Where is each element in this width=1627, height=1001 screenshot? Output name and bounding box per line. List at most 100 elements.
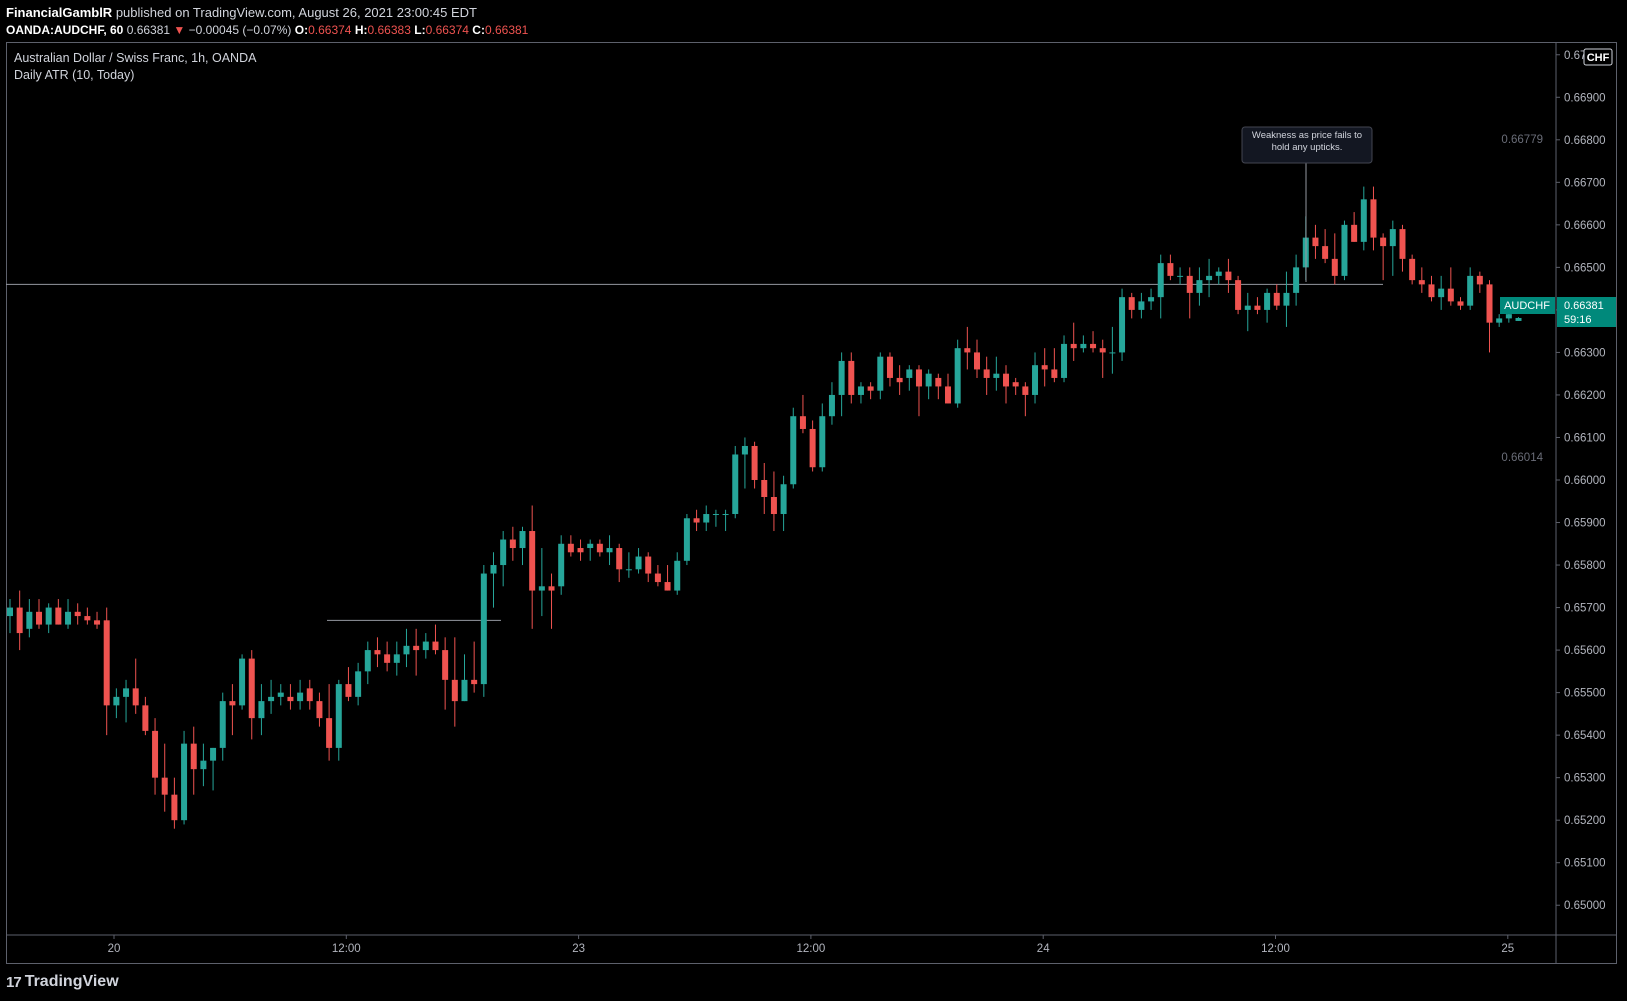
candle-up [587, 543, 594, 549]
candle-down [374, 650, 381, 655]
price-tick-label: 0.66000 [1564, 475, 1606, 487]
author-name[interactable]: FinancialGamblR [6, 5, 113, 20]
candle-up [606, 548, 613, 553]
candle-up [925, 373, 932, 387]
high-label: H: [354, 23, 368, 37]
candle-up [490, 565, 497, 574]
candle-up [258, 701, 265, 719]
candle-down [1099, 348, 1106, 353]
candle-down [1486, 284, 1493, 323]
candle-down [1331, 258, 1338, 276]
atr-lower-label: 0.66014 [1501, 452, 1543, 464]
candle-up [355, 671, 362, 697]
candle-up [1341, 224, 1348, 276]
candle-up [393, 654, 400, 663]
candle-down [1418, 280, 1425, 285]
price-tick-label: 0.66800 [1564, 135, 1606, 147]
candle-down [316, 701, 323, 719]
time-axis[interactable]: 2012:002312:002412:002512:002612:002712:… [108, 935, 1617, 955]
price-tick-label: 0.65400 [1564, 730, 1606, 742]
price-tag-value: 0.66381 [1564, 300, 1604, 312]
price-chart[interactable]: 0.65000 0.65100 0.65200 0.65300 0.65400 0.655… [6, 42, 1617, 964]
candle-up [297, 692, 304, 702]
candle-down [190, 743, 197, 770]
candle-down [442, 650, 449, 680]
candle-down [867, 386, 874, 391]
candle-down [1235, 280, 1242, 310]
price-tick-label: 0.65100 [1564, 858, 1606, 870]
candle-down [287, 696, 294, 702]
price-tick-label: 0.65200 [1564, 815, 1606, 827]
candle-down [1070, 343, 1077, 349]
candle-down [1167, 263, 1174, 276]
candle-down [306, 688, 313, 702]
candle-up [1438, 288, 1445, 298]
candle-down [1447, 288, 1454, 302]
candle-up [993, 373, 1000, 378]
candle-up [181, 743, 188, 821]
candle-down [1012, 382, 1019, 387]
candle-up [239, 658, 246, 706]
candle-up [703, 514, 710, 523]
annotation-callout[interactable]: Weakness as price fails to hold any upti… [1241, 126, 1373, 282]
price-tag-box [1557, 297, 1616, 327]
candle-up [954, 348, 961, 404]
open-label: O: [294, 23, 309, 37]
candle-up [1360, 199, 1367, 242]
candle-up [838, 360, 845, 395]
candle-up [683, 518, 690, 561]
symbol-label: OANDA:AUDCHF, 60 [6, 23, 124, 37]
currency-badge[interactable]: CHF [1583, 48, 1613, 66]
candle-up [1061, 343, 1068, 378]
candle-down [915, 369, 922, 387]
time-tick-label: 24 [1037, 943, 1050, 955]
candle-down [1022, 386, 1029, 395]
candle-up [712, 514, 719, 516]
indicator-legend[interactable]: Daily ATR (10, Today) [14, 68, 134, 82]
symbol-tag-label: AUDCHF [1504, 300, 1550, 312]
candle-down [152, 730, 159, 778]
candle-down [1041, 365, 1048, 370]
candle-up [1496, 318, 1503, 323]
candle-down [664, 582, 671, 591]
candle-up [1244, 305, 1251, 310]
candle-up [1080, 343, 1087, 349]
price-tick-label: 0.66900 [1564, 92, 1606, 104]
candle-up [625, 569, 632, 571]
open-value: 0.66374 [308, 23, 352, 37]
candle-down [1476, 275, 1483, 285]
candle-down [1399, 229, 1406, 259]
low-label: L: [414, 23, 426, 37]
price-tick-label: 0.65900 [1564, 518, 1606, 530]
candle-down [1370, 199, 1377, 238]
candle-down [770, 497, 777, 515]
tradingview-footer: 17 TradingView [6, 973, 119, 991]
currency-badge-box [1583, 48, 1613, 66]
candle-down [567, 543, 574, 553]
candle-down [1003, 373, 1010, 387]
candle-up [113, 696, 120, 706]
price-tick-label: 0.65300 [1564, 773, 1606, 785]
candle-up [1148, 297, 1155, 302]
candle-down [1351, 224, 1358, 242]
candle-down [326, 718, 333, 748]
candle-up [123, 688, 130, 697]
candle-up [1138, 301, 1145, 310]
candle-up [674, 560, 681, 591]
price-tick-label: 0.65700 [1564, 603, 1606, 615]
candle-up [1157, 263, 1164, 298]
candle-down [471, 679, 478, 685]
price-axis[interactable]: 0.65000 0.65100 0.65200 0.65300 0.65400 0.655… [1556, 50, 1606, 912]
candle-up [1515, 317, 1522, 321]
ohlc-bar: OANDA:AUDCHF, 60 0.66381 ▼ −0.00045 (−0.… [6, 22, 528, 38]
candle-down [944, 386, 951, 404]
tradingview-logo-icon: 17 [6, 973, 22, 991]
candle-up [1032, 365, 1039, 395]
candle-down [451, 679, 458, 702]
candle-up [210, 747, 217, 761]
candle-up [877, 356, 884, 391]
time-tick-label: 12:00 [1261, 943, 1290, 955]
candle-down [1254, 305, 1261, 310]
candle-down [432, 641, 439, 651]
candle-down [74, 611, 81, 617]
